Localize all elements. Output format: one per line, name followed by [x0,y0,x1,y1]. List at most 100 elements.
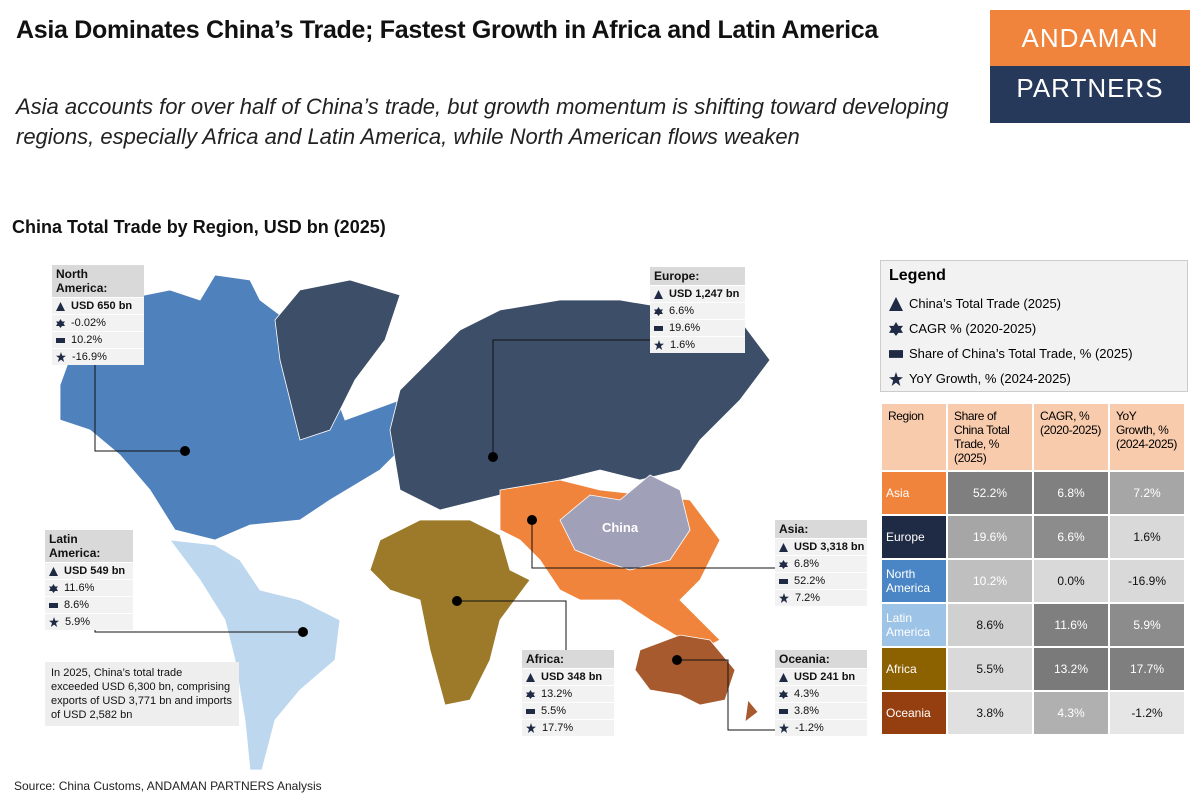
value-cell: 8.6% [946,602,1034,648]
table-row: Latin America 8.6% 11.6% 5.9% [880,602,1186,648]
greenland-shape [274,279,401,441]
callout-row: USD 348 bn [522,668,614,685]
table-row: North America 10.2% 0.0% -16.9% [880,558,1186,604]
callout-row: 8.6% [45,596,133,613]
callout-title: Asia: [775,520,867,538]
table-row: Europe 19.6% 6.6% 1.6% [880,514,1186,560]
callout-value: 52.2% [794,575,826,587]
callout-row: -1.2% [775,719,867,736]
value-cell: 7.2% [1108,470,1186,516]
callout-value: 13.2% [541,688,573,700]
callout-value: USD 348 bn [541,671,603,683]
callout-row: -0.02% [52,314,144,331]
value-cell: 3.8% [946,690,1034,736]
oceania-shape [634,634,759,723]
region-cell: Latin America [880,602,948,648]
callout-value: -0.02% [71,317,106,329]
callout-row: USD 241 bn [775,668,867,685]
source: Source: China Customs, ANDAMAN PARTNERS … [14,779,322,793]
callout-value: USD 1,247 bn [669,288,740,300]
logo: ANDAMAN [990,10,1190,66]
china-shape [559,474,691,571]
region-cell: North America [880,558,948,604]
callout-row: USD 650 bn [52,297,144,314]
callout-value: 3.8% [794,705,820,717]
callout-value: -16.9% [72,351,107,363]
callout-row: 6.6% [650,302,745,319]
value-cell: 5.5% [946,646,1034,692]
callout-row: 7.2% [775,589,867,606]
callout-value: -1.2% [795,722,824,734]
value-cell: 10.2% [946,558,1034,604]
value-cell: 4.3% [1032,690,1110,736]
value-cell: 1.6% [1108,514,1186,560]
callout-value: 7.2% [795,592,821,604]
map: China [59,274,775,771]
header-cell: YoY Growth, % (2024-2025) [1108,402,1186,472]
value-cell: 13.2% [1032,646,1110,692]
callout-row: USD 3,318 bn [775,538,867,555]
map-title: China Total Trade by Region, USD bn (202… [12,217,386,237]
legend-label: YoY Growth, % (2024-2025) [909,371,1071,386]
callout-row: 13.2% [522,685,614,702]
table: Region Share of China Total Trade, % (202… [880,402,1186,736]
callout-value: 4.3% [794,688,820,700]
legend-label: CAGR % (2020-2025) [909,321,1037,336]
callout-value: USD 3,318 bn [794,541,865,553]
table-row: Oceania 3.8% 4.3% -1.2% [880,690,1186,736]
region-cell: Asia [880,470,948,516]
china-label: China [602,520,639,535]
legend: Legend China’s Total Trade (2025) CAGR % … [880,260,1188,392]
callout: North America: USD 650 bn -0.02% 10.2% -16.9… [52,265,144,365]
value-cell: 6.6% [1032,514,1110,560]
callout-value: 5.5% [541,705,567,717]
callout-title: Latin America: [45,530,133,562]
region-cell: Europe [880,514,948,560]
callout-row: 3.8% [775,702,867,719]
callout-row: 6.8% [775,555,867,572]
region-cell: Africa [880,646,948,692]
subtitle: Asia accounts for over half of China’s t… [16,94,949,149]
callout-value: USD 241 bn [794,671,856,683]
callout-row: 1.6% [650,336,745,353]
callout-title: Europe: [650,267,745,285]
callout-row: 17.7% [522,719,614,736]
table-row: Africa 5.5% 13.2% 17.7% [880,646,1186,692]
legend-title: Legend [889,267,946,284]
legend-item: China’s Total Trade (2025) [889,291,1179,316]
header-cell: CAGR, % (2020-2025) [1032,402,1110,472]
callout-row: 4.3% [775,685,867,702]
callout-row: 52.2% [775,572,867,589]
callout-value: 17.7% [542,722,574,734]
callout-value: 1.6% [670,339,696,351]
callout-value: USD 549 bn [64,565,126,577]
header-cell: Region [880,402,948,472]
callout-value: 8.6% [64,599,90,611]
value-cell: 0.0% [1032,558,1110,604]
legend-item: CAGR % (2020-2025) [889,316,1179,341]
value-cell: -1.2% [1108,690,1186,736]
callout-title: Africa: [522,650,614,668]
legend-item: Share of China’s Total Trade, % (2025) [889,341,1179,366]
africa-shape [369,519,531,706]
callout-row: 11.6% [45,579,133,596]
callout-row: 19.6% [650,319,745,336]
callout-value: 6.8% [794,558,820,570]
callout: Oceania: USD 241 bn 4.3% 3.8% -1.2% [775,650,867,736]
callout-value: 6.6% [669,305,695,317]
value-cell: -16.9% [1108,558,1186,604]
callout-row: 5.9% [45,613,133,630]
callout: Latin America: USD 549 bn 11.6% 8.6% 5.9% [45,530,133,630]
callout-title: Oceania: [775,650,867,668]
table-row: Asia 52.2% 6.8% 7.2% [880,470,1186,516]
callout: Africa: USD 348 bn 13.2% 5.5% 17.7% [522,650,614,736]
logo: PARTNERS [990,66,1190,123]
value-cell: 17.7% [1108,646,1186,692]
region-cell: Oceania [880,690,948,736]
callout-row: 5.5% [522,702,614,719]
latin-america-shape [169,539,341,771]
callout-title: North America: [52,265,144,297]
callout: Asia: USD 3,318 bn 6.8% 52.2% 7.2% [775,520,867,606]
value-cell: 5.9% [1108,602,1186,648]
callout-value: 5.9% [65,616,91,628]
